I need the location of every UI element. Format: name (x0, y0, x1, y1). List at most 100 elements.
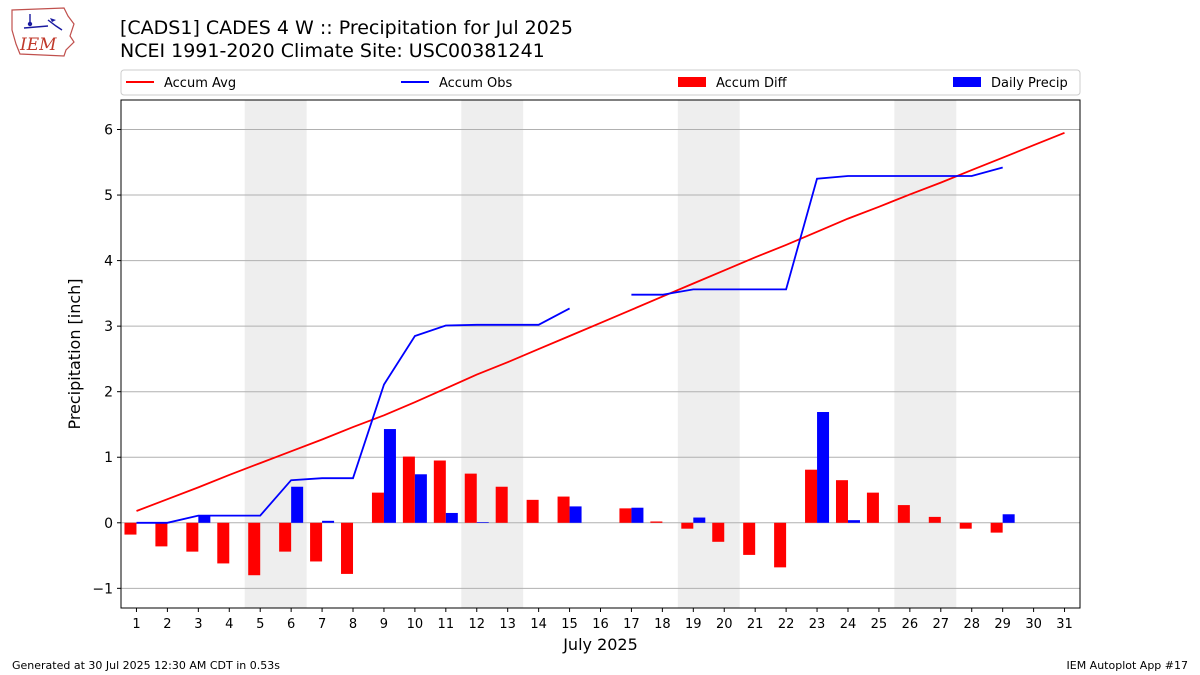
x-tick-label: 18 (654, 617, 671, 632)
diff-bar (712, 522, 725, 542)
diff-bar (186, 522, 199, 552)
legend-item: Daily Precip (953, 76, 1068, 91)
y-tick-label: 2 (104, 385, 113, 401)
y-tick-label: 6 (104, 122, 113, 138)
chart-subtitle: NCEI 1991-2020 Climate Site: USC00381241 (120, 40, 545, 62)
y-axis-label: Precipitation [inch] (65, 278, 84, 429)
diff-bar (402, 456, 415, 523)
x-tick-label: 3 (194, 617, 202, 632)
legend: Accum Avg Accum Obs Accum Diff Daily Precip (120, 69, 1081, 96)
diff-bar (928, 516, 941, 523)
diff-bar (155, 522, 168, 547)
diff-bar (650, 521, 663, 523)
x-tick-label: 5 (256, 617, 264, 632)
x-tick-label: 9 (380, 617, 388, 632)
accum-obs-line (631, 166, 1003, 296)
daily-precip-bar (1002, 514, 1015, 523)
x-tick-label: 22 (778, 617, 795, 632)
generated-footer: Generated at 30 Jul 2025 12:30 AM CDT in… (12, 659, 280, 672)
legend-label: Accum Obs (439, 76, 512, 91)
x-tick-label: 23 (809, 617, 826, 632)
diff-bar (371, 492, 384, 523)
x-tick-label: 7 (318, 617, 326, 632)
x-tick-label: 30 (1025, 617, 1042, 632)
diff-bar (217, 522, 230, 564)
x-tick-label: 12 (468, 617, 485, 632)
y-tick-label: 0 (104, 516, 113, 532)
legend-swatch-bar (953, 77, 981, 87)
diff-bar (990, 522, 1003, 533)
legend-label: Accum Diff (716, 76, 788, 91)
diff-bar (248, 522, 261, 576)
iem-logo: IEM (11, 7, 75, 57)
diff-bar (464, 473, 477, 523)
diff-bar (495, 486, 508, 523)
x-tick-label: 24 (840, 617, 857, 632)
daily-precip-bar (631, 507, 644, 523)
daily-precip-bar (847, 520, 860, 523)
weekend-band (894, 100, 957, 608)
x-tick-label: 31 (1056, 617, 1073, 632)
y-tick-label: −1 (92, 581, 113, 597)
diff-bar (526, 499, 539, 523)
x-tick-label: 26 (902, 617, 919, 632)
diff-bar (897, 505, 910, 523)
y-tick-label: 1 (104, 450, 113, 466)
logo-text: IEM (19, 35, 57, 55)
x-tick-label: 21 (747, 617, 764, 632)
daily-precip-bar (569, 506, 582, 523)
app-footer: IEM Autoplot App #17 (1066, 659, 1189, 672)
plot-frame (120, 99, 1081, 609)
diff-bar (774, 522, 787, 568)
x-tick-label: 16 (592, 617, 609, 632)
diff-bar (279, 522, 292, 552)
y-tick-label: 5 (104, 188, 113, 204)
x-tick-label: 2 (163, 617, 171, 632)
diff-bar (124, 522, 137, 535)
diff-bar (866, 492, 879, 523)
accum-obs-line (136, 307, 571, 524)
diff-bar (743, 522, 756, 555)
x-tick-label: 4 (225, 617, 233, 632)
x-tick-label: 13 (499, 617, 516, 632)
daily-precip-bar (383, 429, 396, 523)
diff-bar (805, 469, 818, 523)
legend-item: Accum Avg (126, 76, 236, 91)
diff-bar (835, 480, 848, 523)
diff-bar (341, 522, 354, 574)
x-tick-label: 15 (561, 617, 578, 632)
x-tick-label: 6 (287, 617, 295, 632)
legend-box (120, 69, 1081, 96)
daily-precip-bar (322, 520, 335, 523)
x-tick-label: 1 (132, 617, 140, 632)
x-tick-label: 8 (349, 617, 357, 632)
daily-precip-bar (291, 486, 304, 523)
daily-precip-bar (198, 515, 211, 523)
legend-label: Accum Avg (164, 76, 236, 91)
legend-item: Accum Diff (678, 76, 788, 91)
y-tick-label: 3 (104, 319, 113, 335)
chart-title: [CADS1] CADES 4 W :: Precipitation for J… (120, 17, 573, 39)
daily-precip-bar (414, 474, 427, 523)
legend-item: Accum Obs (401, 76, 512, 91)
diff-bar (681, 522, 694, 529)
weekend-band (461, 100, 524, 608)
daily-precip-bar (817, 412, 830, 523)
x-tick-label: 25 (871, 617, 888, 632)
x-tick-label: 11 (438, 617, 455, 632)
x-tick-label: 10 (407, 617, 424, 632)
x-tick-label: 27 (933, 617, 950, 632)
diff-bar (433, 460, 446, 523)
daily-precip-bar (476, 522, 489, 523)
legend-label: Daily Precip (991, 76, 1068, 91)
iowa-map-icon (11, 7, 75, 57)
daily-precip-bar (445, 512, 458, 523)
diff-bar (619, 508, 632, 523)
diff-bar (557, 496, 570, 523)
x-tick-label: 14 (530, 617, 547, 632)
x-axis-label: July 2025 (562, 635, 638, 654)
x-tick-label: 29 (994, 617, 1011, 632)
x-tick-label: 28 (963, 617, 980, 632)
legend-swatch-bar (678, 77, 706, 87)
